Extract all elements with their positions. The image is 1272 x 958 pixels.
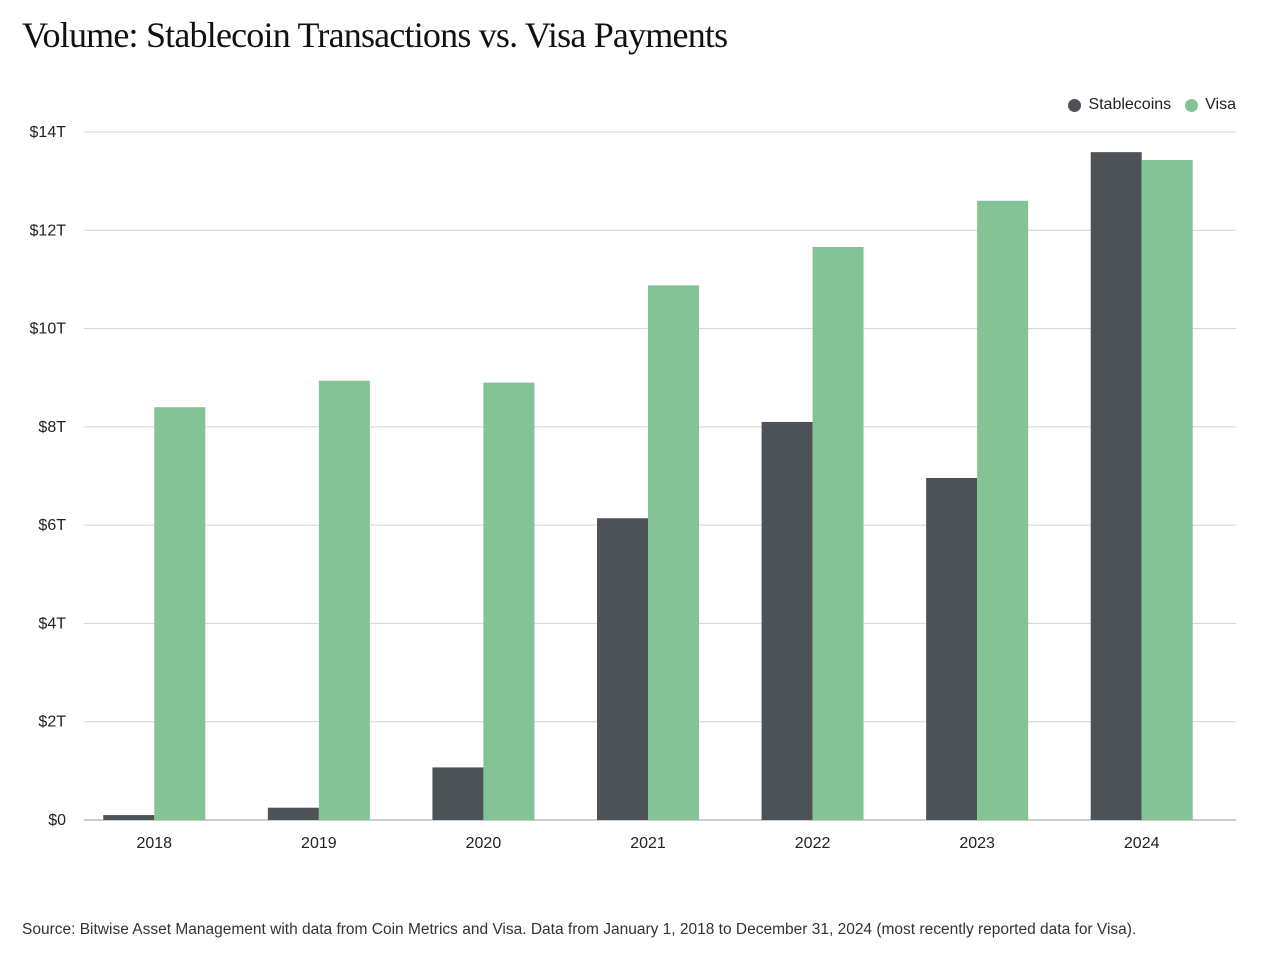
x-axis-tick-labels: 2018 2019 2020 2021 2022 2023 2024 — [136, 835, 1159, 852]
source-note: Source: Bitwise Asset Management with da… — [22, 921, 1137, 938]
bar-visa-2021 — [648, 285, 699, 821]
y-tick-label: $14T — [30, 124, 67, 141]
bar-chart: $0$2T$4T$6T$8T$10T$12T$14T 2018 2019 2020 2… — [30, 124, 1236, 852]
bar-visa-2022 — [812, 246, 864, 821]
chart-legend: Stablecoins Visa — [1068, 96, 1236, 114]
bar-visa-2023 — [977, 200, 1029, 821]
y-tick-label: $2T — [38, 714, 66, 731]
bar-stablecoins-2024 — [1090, 152, 1142, 821]
y-axis-tick-labels: $0 $2T $4T $6T $8T $10T $12T $14T — [30, 124, 67, 829]
bar-stablecoins-2021 — [597, 518, 648, 820]
bars — [103, 152, 1193, 821]
legend-item-visa: Visa — [1185, 96, 1236, 114]
bar-stablecoins-2019 — [267, 807, 319, 820]
y-tick-label: $4T — [38, 615, 66, 632]
y-tick-label: $8T — [38, 419, 66, 436]
x-tick-label: 2019 — [301, 835, 337, 852]
bar-stablecoins-2022 — [761, 421, 813, 820]
bar-visa-2019 — [318, 380, 370, 820]
legend-item-stablecoins: Stablecoins — [1068, 96, 1171, 114]
legend-label-visa: Visa — [1205, 96, 1236, 113]
bar-visa-2024 — [1141, 160, 1193, 821]
bar-stablecoins-2018 — [103, 815, 155, 820]
x-tick-label: 2021 — [630, 835, 666, 852]
legend-label-stablecoins: Stablecoins — [1088, 96, 1172, 113]
bar-visa-2018 — [154, 407, 206, 820]
bar-stablecoins-2023 — [926, 477, 978, 820]
x-tick-label: 2018 — [136, 835, 172, 852]
y-tick-label: $12T — [30, 222, 67, 239]
y-tick-label: $6T — [38, 517, 66, 534]
legend-swatch-visa — [1185, 98, 1199, 112]
y-tick-label: $10T — [30, 321, 67, 338]
x-tick-label: 2020 — [466, 835, 502, 852]
bar-stablecoins-2020 — [432, 767, 484, 820]
x-tick-label: 2022 — [795, 835, 831, 852]
chart-title: Volume: Stablecoin Transactions vs. Visa… — [22, 15, 728, 55]
bar-visa-2020 — [483, 382, 535, 820]
x-tick-label: 2023 — [959, 835, 995, 852]
legend-swatch-stablecoins — [1068, 98, 1082, 112]
y-tick-label: $0 — [48, 812, 66, 829]
x-tick-label: 2024 — [1124, 835, 1160, 852]
